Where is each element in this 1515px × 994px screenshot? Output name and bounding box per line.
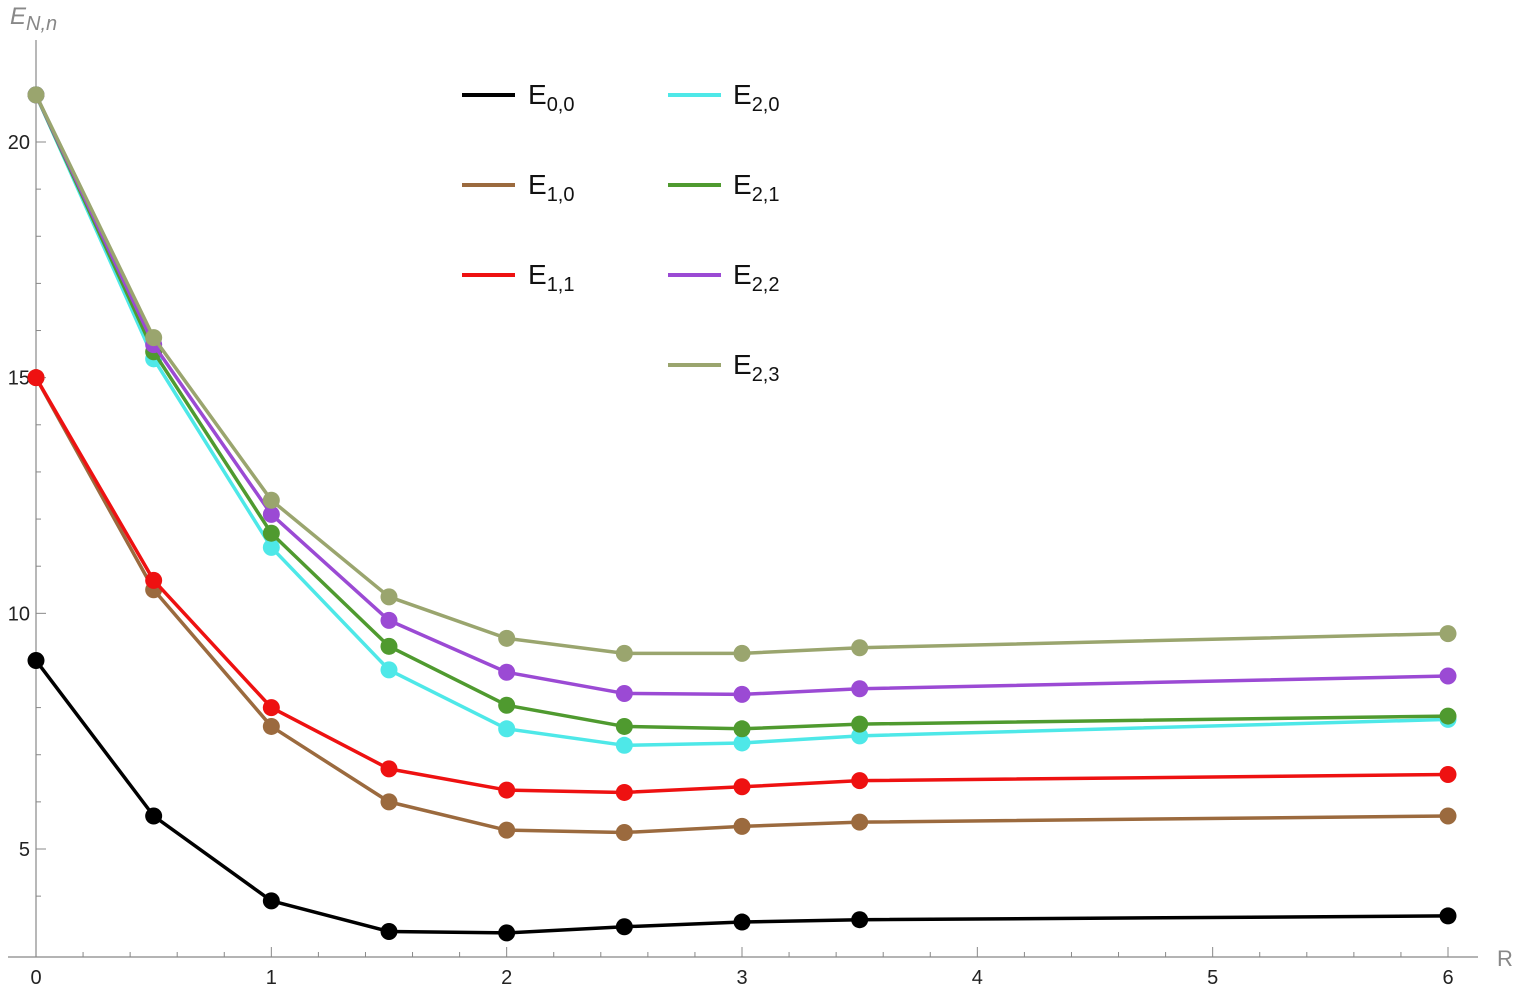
data-point: [498, 924, 516, 942]
data-point: [27, 369, 45, 387]
y-tick-label: 10: [8, 603, 30, 625]
data-point: [380, 793, 398, 811]
data-point: [498, 629, 516, 647]
data-point: [733, 720, 751, 738]
data-point: [615, 824, 633, 842]
data-point: [380, 760, 398, 778]
data-point: [145, 807, 163, 825]
data-point: [498, 821, 516, 839]
data-point: [615, 918, 633, 936]
tick-labels: 0 1 2 3 4 5 6 5 10 15 20: [8, 132, 1454, 989]
data-point: [498, 720, 516, 738]
data-point: [27, 86, 45, 104]
data-point: [1439, 907, 1457, 925]
data-point: [1439, 625, 1457, 643]
data-point: [380, 922, 398, 940]
series-1-0: [27, 369, 1457, 842]
legend-label: E0,0: [528, 79, 575, 116]
data-point: [145, 329, 163, 347]
data-point: [262, 524, 280, 542]
data-point: [851, 813, 869, 831]
legend-item: E0,0: [462, 79, 575, 116]
legend-item: E2,2: [668, 259, 780, 296]
data-point: [615, 644, 633, 662]
legend-label: E2,0: [733, 79, 780, 116]
data-point: [615, 783, 633, 801]
data-point: [733, 734, 751, 752]
data-point: [262, 699, 280, 717]
data-point: [262, 892, 280, 910]
data-point: [262, 491, 280, 509]
x-tick-label: 6: [1442, 967, 1453, 989]
y-tick-label: 15: [8, 368, 30, 390]
data-point: [851, 727, 869, 745]
legend-item: E1,1: [462, 259, 575, 296]
data-point: [615, 736, 633, 754]
data-point: [1439, 807, 1457, 825]
legend-label: E1,1: [528, 259, 575, 296]
x-tick-label: 2: [501, 967, 512, 989]
x-axis-label: R: [1497, 946, 1513, 971]
data-point: [262, 538, 280, 556]
data-point: [1439, 667, 1457, 685]
x-tick-label: 4: [972, 967, 983, 989]
series-2-3: [27, 86, 1457, 662]
series-1-1: [27, 369, 1457, 801]
y-tick-label: 5: [19, 839, 30, 861]
data-point: [733, 913, 751, 931]
data-point: [145, 571, 163, 589]
series-group: [27, 86, 1457, 942]
legend-item: E2,1: [668, 169, 780, 206]
data-point: [380, 588, 398, 606]
data-point: [262, 717, 280, 735]
data-point: [380, 637, 398, 655]
tick-marks: [35, 94, 1449, 957]
x-tick-label: 0: [30, 967, 41, 989]
data-point: [733, 817, 751, 835]
legend-item: E2,0: [668, 79, 780, 116]
data-point: [851, 772, 869, 790]
data-point: [733, 685, 751, 703]
legend-label: E1,0: [528, 169, 575, 206]
x-tick-label: 3: [736, 967, 747, 989]
data-point: [851, 639, 869, 657]
data-point: [498, 696, 516, 714]
data-point: [733, 778, 751, 796]
data-point: [1439, 707, 1457, 725]
legend-item: E2,3: [668, 349, 780, 386]
data-point: [851, 715, 869, 733]
data-point: [851, 911, 869, 929]
data-point: [380, 661, 398, 679]
data-point: [498, 781, 516, 799]
legend-label: E2,3: [733, 349, 780, 386]
series-line: [34, 376, 1449, 835]
series-0-0: [27, 651, 1457, 942]
legend-label: E2,1: [733, 169, 780, 206]
data-point: [1439, 766, 1457, 784]
legend: E0,0 E1,0 E1,1 E2,0 E2,1 E2,2 E2,3: [462, 79, 780, 386]
data-point: [380, 611, 398, 629]
x-tick-label: 1: [266, 967, 277, 989]
y-tick-label: 20: [8, 132, 30, 154]
data-point: [498, 663, 516, 681]
data-point: [27, 651, 45, 669]
legend-item: E1,0: [462, 169, 575, 206]
data-point: [851, 680, 869, 698]
legend-label: E2,2: [733, 259, 780, 296]
y-axis-label: EN,n: [10, 3, 57, 35]
data-point: [733, 644, 751, 662]
data-point: [615, 684, 633, 702]
data-point: [615, 717, 633, 735]
data-point: [262, 505, 280, 523]
x-tick-label: 5: [1207, 967, 1218, 989]
